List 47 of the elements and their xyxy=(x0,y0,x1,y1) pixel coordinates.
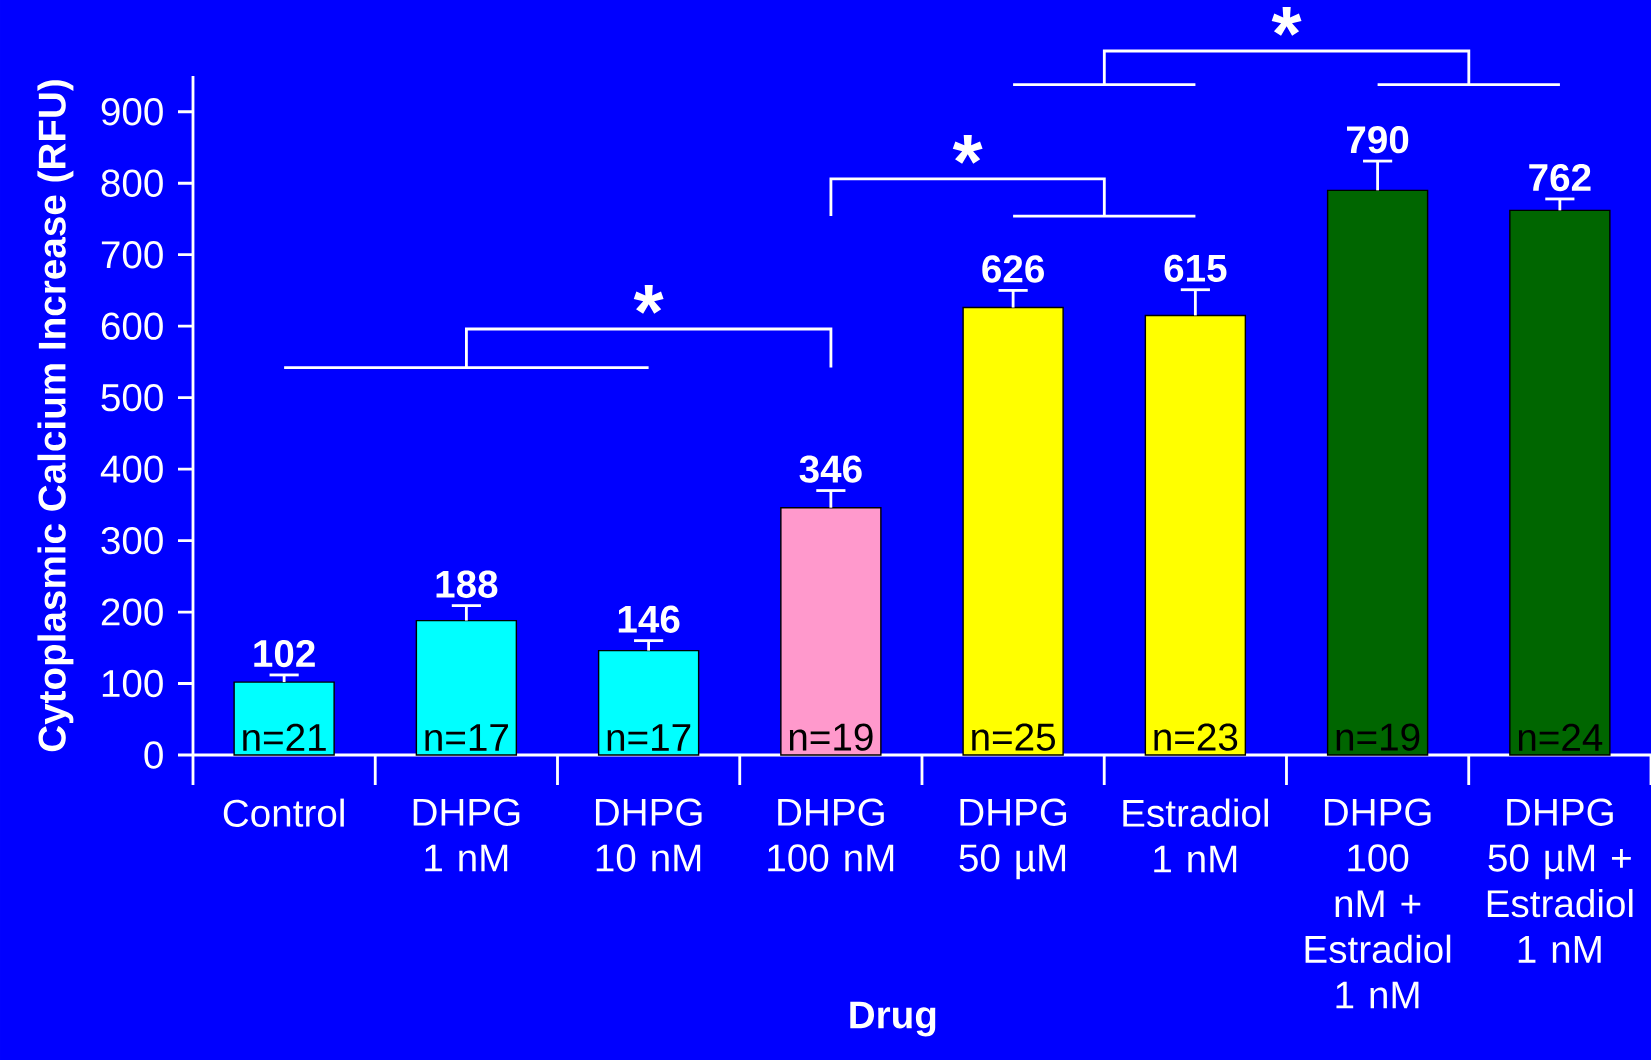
y-tick-label: 900 xyxy=(101,98,163,126)
x-tick-label: DHPG 100 nM + Estradiol 1 nM xyxy=(1305,798,1451,1009)
y-tick-label: 200 xyxy=(101,598,163,626)
annotation: * xyxy=(633,285,664,314)
bar xyxy=(597,649,700,756)
x-tick-label: Estradiol 1 nM xyxy=(1123,798,1268,873)
y-tick-label: 500 xyxy=(101,383,163,412)
bar xyxy=(1144,314,1247,756)
annotation: n=21 xyxy=(243,723,326,751)
annotation: n=17 xyxy=(607,724,691,751)
bar xyxy=(962,306,1064,756)
data-label: 146 xyxy=(618,605,680,633)
y-axis-title: Cytoplasmic Calcium Increase (RFU) xyxy=(37,80,74,752)
x-tick-label: DHPG 50 µM + Estradiol 1 nM xyxy=(1487,798,1633,963)
y-tick-label: 700 xyxy=(101,241,163,269)
annotation: n=25 xyxy=(972,723,1055,751)
x-tick-label: DHPG 1 nM xyxy=(413,798,520,872)
bar xyxy=(1326,189,1429,756)
text: * xyxy=(1271,7,1302,36)
data-label: 102 xyxy=(254,639,315,668)
data-label: 346 xyxy=(799,455,862,483)
y-tick-label: 100 xyxy=(102,669,163,698)
bar xyxy=(780,506,882,756)
data-label: 615 xyxy=(1164,254,1227,282)
bar xyxy=(1509,209,1611,756)
x-tick-label: Control xyxy=(223,798,344,827)
annotation: * xyxy=(952,134,983,164)
bar xyxy=(415,619,518,756)
x-tick-label: DHPG 50 µM xyxy=(959,798,1067,880)
bar xyxy=(233,681,335,756)
annotation: n=24 xyxy=(1518,723,1603,751)
annotation: n=23 xyxy=(1154,723,1238,751)
x-tick-label: DHPG 10 nM xyxy=(595,798,702,872)
data-label: 626 xyxy=(982,255,1044,283)
y-tick-label: 300 xyxy=(101,526,163,555)
y-tick-label: 800 xyxy=(101,169,163,197)
annotation: n=19 xyxy=(789,723,873,751)
x-tick-label: DHPG 100 nM xyxy=(768,798,894,872)
annotation: n=19 xyxy=(1336,723,1420,751)
y-tick-label: 600 xyxy=(101,312,163,340)
y-tick-label: 400 xyxy=(100,455,163,483)
data-label: 188 xyxy=(436,570,498,598)
data-label: 790 xyxy=(1347,126,1409,154)
data-label: 762 xyxy=(1529,163,1591,192)
y-tick-label: 0 xyxy=(144,741,163,769)
x-axis-title: Drug xyxy=(850,1001,936,1037)
annotation: n=17 xyxy=(425,724,508,751)
